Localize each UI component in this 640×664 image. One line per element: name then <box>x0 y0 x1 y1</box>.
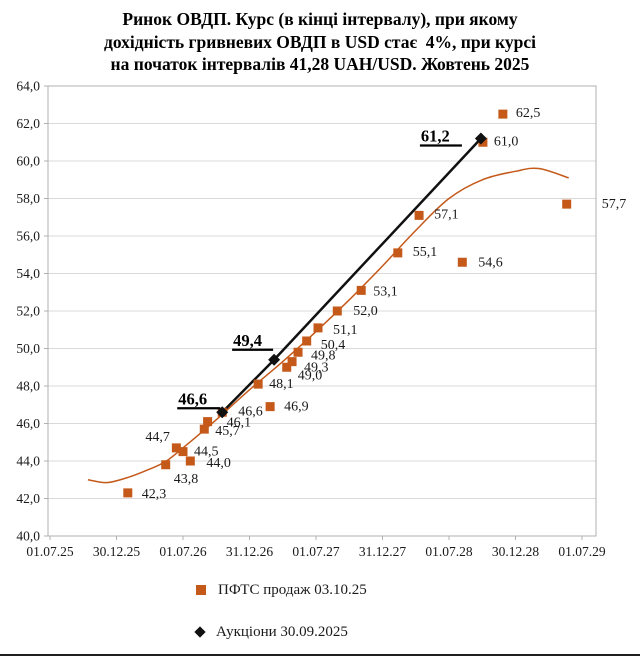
diamond-marker-icon <box>194 626 206 638</box>
pfts-point-label: 44,7 <box>145 430 170 445</box>
pfts-point <box>199 424 209 434</box>
pfts-point-label: 42,3 <box>142 487 167 502</box>
pfts-point-label: 57,7 <box>602 197 627 212</box>
x-tick-label: 30.12.25 <box>93 544 141 559</box>
y-tick-label: 56,0 <box>16 229 40 244</box>
x-tick-label: 01.07.29 <box>558 544 606 559</box>
legend-item-auctions: Аукціони 30.09.2025 <box>194 623 367 641</box>
y-tick-label: 52,0 <box>16 304 40 319</box>
x-tick-label: 31.12.26 <box>226 544 274 559</box>
pfts-point-label: 61,0 <box>494 134 519 149</box>
x-tick-label: 01.07.26 <box>159 544 207 559</box>
y-tick-label: 40,0 <box>16 529 40 544</box>
pfts-point-label: 44,0 <box>206 456 231 471</box>
auction-point <box>268 353 281 366</box>
legend-item-pfts: ПФТС продаж 03.10.25 <box>196 581 367 599</box>
legend: ПФТС продаж 03.10.25 Аукціони 30.09.2025 <box>194 581 367 664</box>
pfts-point <box>302 336 312 346</box>
x-tick-label: 30.12.28 <box>492 544 540 559</box>
pfts-point <box>203 417 213 427</box>
pfts-point-label: 46,1 <box>227 416 252 431</box>
auction-point-label: 49,4 <box>233 331 262 350</box>
y-tick-label: 58,0 <box>16 191 40 206</box>
pfts-point-label: 51,1 <box>333 323 358 338</box>
chart-title-line-2: дохідність гривневих ОВДП в USD стає 4%,… <box>103 31 536 52</box>
y-tick-label: 46,0 <box>16 416 40 431</box>
pfts-point <box>171 443 181 453</box>
y-tick-label: 62,0 <box>16 116 40 131</box>
x-tick-label: 01.07.28 <box>425 544 473 559</box>
pfts-series: 42,343,844,744,544,045,746,146,648,146,9… <box>123 106 626 502</box>
x-axis: 01.07.25 30.12.25 01.07.26 31.12.26 01.07.27… <box>26 536 606 559</box>
pfts-point-label: 49,8 <box>311 348 336 363</box>
pfts-trendline <box>87 167 569 484</box>
auction-point-label: 61,2 <box>421 127 450 146</box>
pfts-point <box>161 460 171 470</box>
y-tick-label: 50,0 <box>16 341 40 356</box>
pfts-point-label: 49,3 <box>304 361 329 376</box>
pfts-point <box>414 210 424 220</box>
pfts-point-label: 50,4 <box>321 338 346 353</box>
pfts-point-label: 46,6 <box>238 404 262 419</box>
pfts-point-label: 62,5 <box>516 106 541 121</box>
auction-line <box>221 137 482 414</box>
pfts-point-label: 54,6 <box>478 255 503 270</box>
pfts-point <box>393 248 403 258</box>
legend-label-auctions: Аукціони 30.09.2025 <box>216 623 348 640</box>
pfts-point <box>123 488 133 498</box>
pfts-point-label: 44,5 <box>194 445 219 460</box>
chart-title-line-1: Ринок ОВДП. Курс (в кінці інтервалу), пр… <box>122 9 518 29</box>
y-tick-label: 54,0 <box>16 266 40 281</box>
x-tick-label: 01.07.27 <box>292 544 340 559</box>
pfts-point-label: 57,1 <box>434 207 459 222</box>
y-tick-label: 60,0 <box>16 154 40 169</box>
y-tick-label: 64,0 <box>16 79 40 94</box>
pfts-point-label: 49,0 <box>298 368 323 383</box>
pfts-point <box>332 306 342 316</box>
pfts-point <box>498 109 508 119</box>
pfts-point <box>178 447 188 457</box>
auction-series: 46,6 49,4 61,2 <box>177 127 487 419</box>
bottom-divider <box>0 654 640 656</box>
pfts-point <box>457 257 467 267</box>
auction-point-label: 46,6 <box>178 389 207 408</box>
pfts-point-label: 55,1 <box>413 245 438 260</box>
pfts-point <box>356 285 366 295</box>
pfts-point <box>293 347 303 357</box>
pfts-point <box>185 456 195 466</box>
pfts-point-label: 46,9 <box>284 400 309 415</box>
pfts-point <box>287 357 297 367</box>
x-tick-label: 31.12.27 <box>359 544 407 559</box>
pfts-point-label: 43,8 <box>174 472 199 487</box>
plot-border <box>47 85 597 537</box>
y-tick-label: 44,0 <box>16 454 40 469</box>
pfts-point <box>253 379 263 389</box>
y-tick-label: 48,0 <box>16 379 40 394</box>
square-marker-icon <box>196 585 206 595</box>
pfts-point <box>282 362 292 372</box>
chart-title-line-3: на початок інтервалів 41,28 UAH/USD. Жов… <box>110 54 530 74</box>
pfts-point-label: 48,1 <box>269 377 294 392</box>
y-tick-label: 42,0 <box>16 491 40 506</box>
pfts-point-label: 52,0 <box>353 304 378 319</box>
pfts-point <box>313 323 323 333</box>
auction-point <box>474 132 487 145</box>
pfts-point-label: 45,7 <box>215 424 240 439</box>
legend-label-pfts: ПФТС продаж 03.10.25 <box>218 581 367 598</box>
x-tick-label: 01.07.25 <box>26 544 74 559</box>
pfts-point-label: 53,1 <box>373 284 398 299</box>
pfts-point <box>562 199 572 209</box>
chart-title: Ринок ОВДП. Курс (в кінці інтервалу), пр… <box>0 8 640 76</box>
pfts-point <box>265 402 275 412</box>
